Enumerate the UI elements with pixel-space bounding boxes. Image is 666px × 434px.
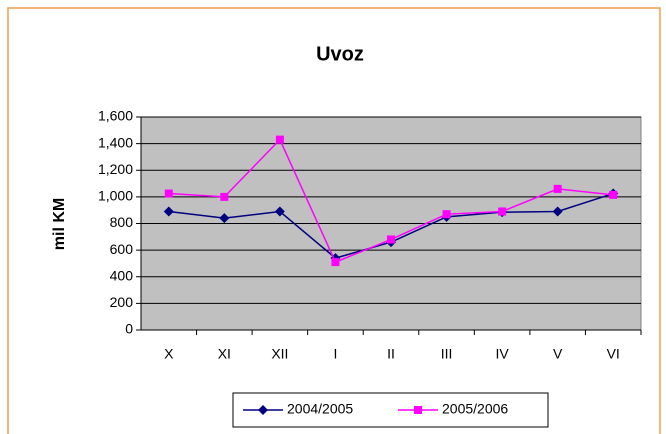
data-point <box>498 207 507 216</box>
data-point <box>219 213 230 224</box>
data-point <box>387 235 395 244</box>
data-point <box>275 135 284 144</box>
legend-label: 2004/2005 <box>287 401 353 417</box>
data-point <box>609 190 618 199</box>
legend-marker <box>414 406 422 414</box>
data-point <box>331 258 340 267</box>
y-tick-label: 1,600 <box>98 108 133 124</box>
chart-title: Uvoz <box>316 43 364 65</box>
y-tick-label: 600 <box>110 241 134 257</box>
y-tick-label: 400 <box>110 267 134 283</box>
legend-box <box>232 392 549 428</box>
x-tick-label: XII <box>271 346 288 362</box>
y-tick-label: 800 <box>110 214 134 230</box>
x-tick-label: V <box>553 346 563 362</box>
data-point <box>163 206 174 217</box>
legend-label: 2005/2006 <box>442 401 508 417</box>
legend-marker <box>258 405 268 415</box>
x-tick-label: IV <box>495 346 509 362</box>
y-tick-label: 0 <box>125 321 133 337</box>
y-axis-label: mil KM <box>51 198 68 250</box>
y-tick-label: 200 <box>110 294 134 310</box>
y-tick-label: 1,200 <box>98 161 133 177</box>
data-point <box>553 184 562 193</box>
data-point <box>442 210 451 219</box>
data-point <box>274 206 285 217</box>
y-tick-label: 1,000 <box>98 188 133 204</box>
x-tick-label: II <box>387 346 395 362</box>
x-tick-label: I <box>333 346 337 362</box>
data-point <box>164 189 173 198</box>
data-point <box>220 192 229 201</box>
y-tick-label: 1,400 <box>98 134 133 150</box>
x-tick-label: VI <box>607 346 620 362</box>
x-tick-label: XI <box>218 346 231 362</box>
x-tick-label: III <box>441 346 453 362</box>
data-point <box>552 206 563 217</box>
x-tick-label: X <box>164 346 174 362</box>
